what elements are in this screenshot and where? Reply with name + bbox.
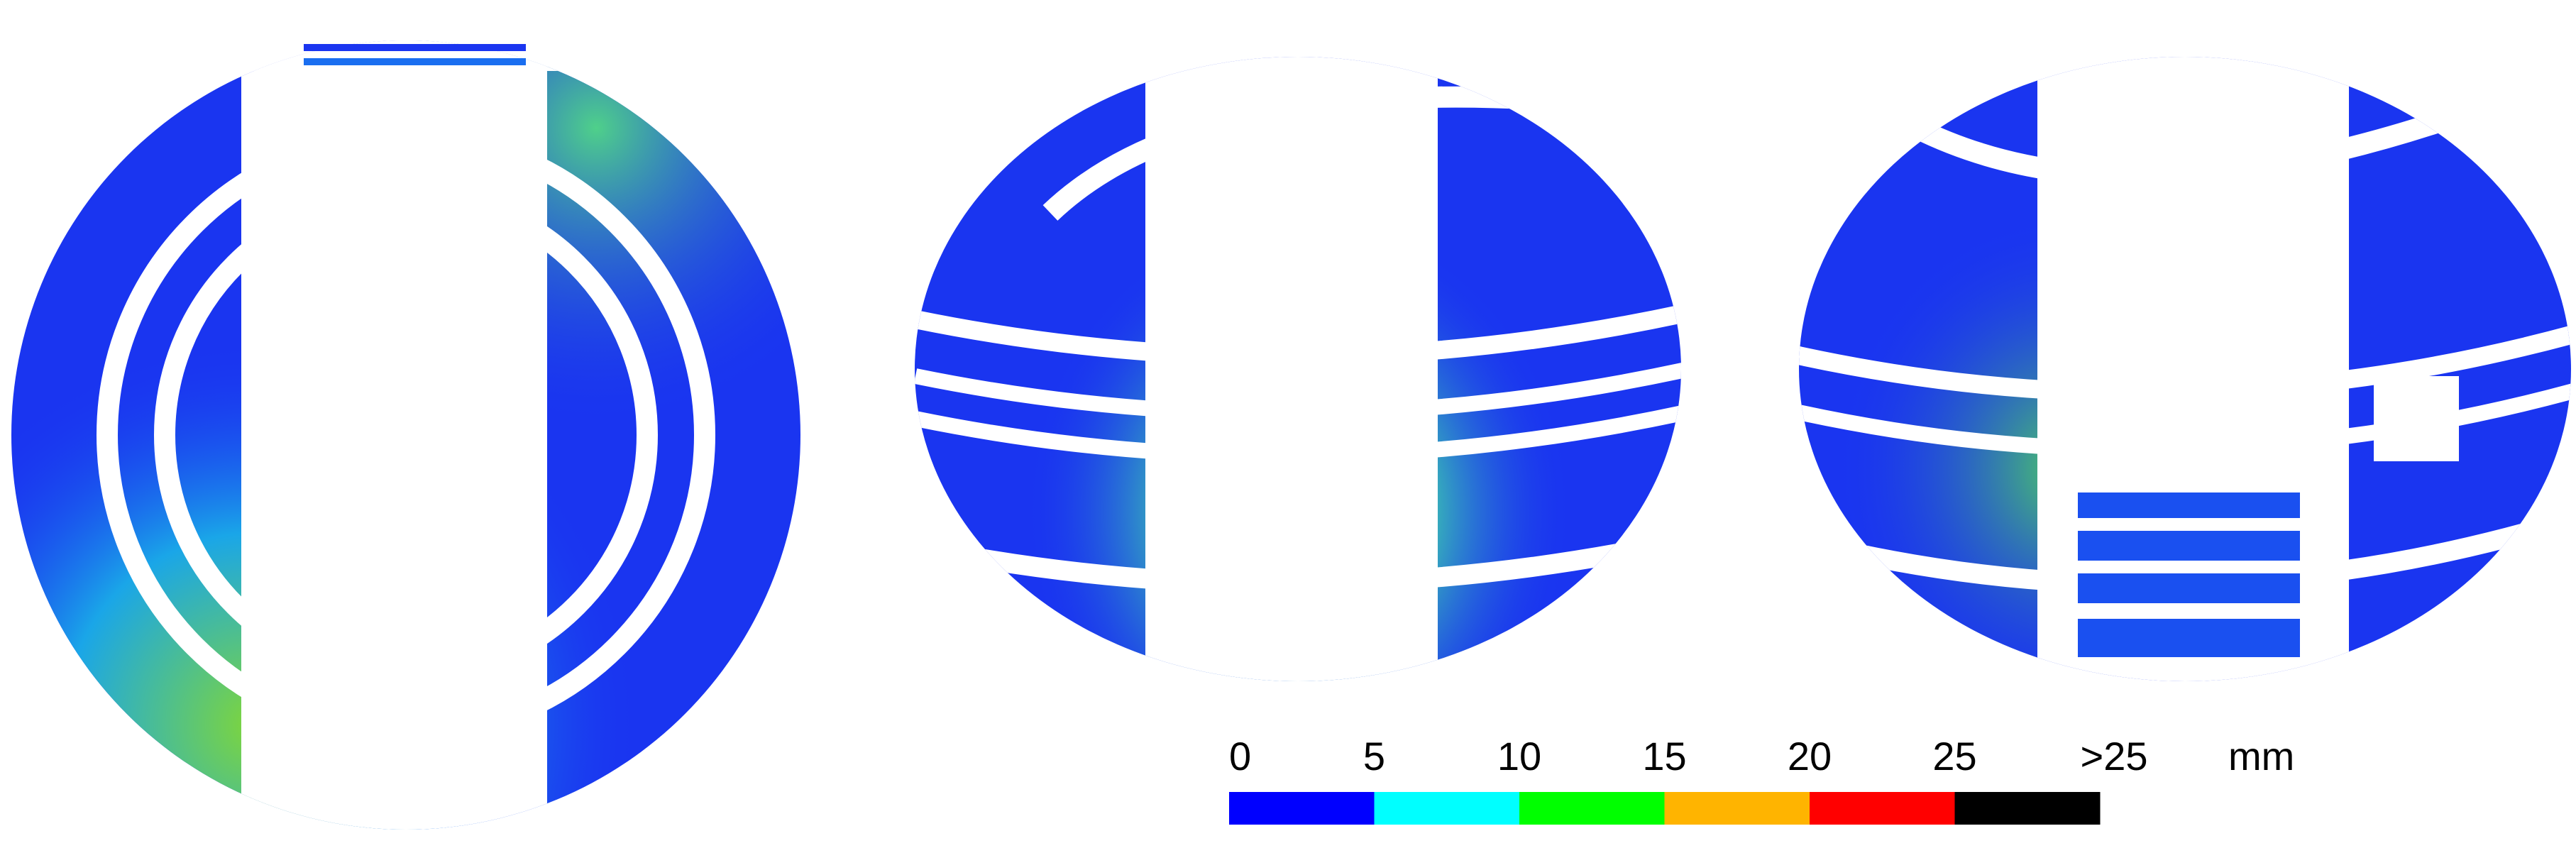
colorbar-tick-label: 15: [1642, 734, 1686, 778]
colorbar-tick-label: 5: [1363, 734, 1385, 778]
colorbar-tick-label: 10: [1497, 734, 1541, 778]
colorbar-overflow-label: >25: [2081, 734, 2148, 778]
colorbar-bin: [1954, 792, 2101, 825]
deviation-map-1: [11, 40, 800, 830]
colorbar: 0 5 10 15 20 25 >25 mm: [1229, 734, 2294, 825]
arc-piece: [304, 58, 526, 65]
colorbar-bin: [1664, 792, 1810, 825]
colorbar-bin: [1229, 792, 1375, 825]
arc-piece: [304, 44, 526, 51]
deviation-map-3: [1799, 57, 2571, 681]
colorbar-unit: mm: [2228, 734, 2294, 778]
colorbar-tick-label: 20: [1788, 734, 1832, 778]
colorbar-bin: [1810, 792, 1955, 825]
colorbar-tick-label: 25: [1932, 734, 1976, 778]
deviation-map-2: [915, 57, 1681, 681]
colorbar-tick-label: 0: [1229, 734, 1251, 778]
colorbar-bin: [1374, 792, 1520, 825]
colorbar-bin: [1519, 792, 1665, 825]
